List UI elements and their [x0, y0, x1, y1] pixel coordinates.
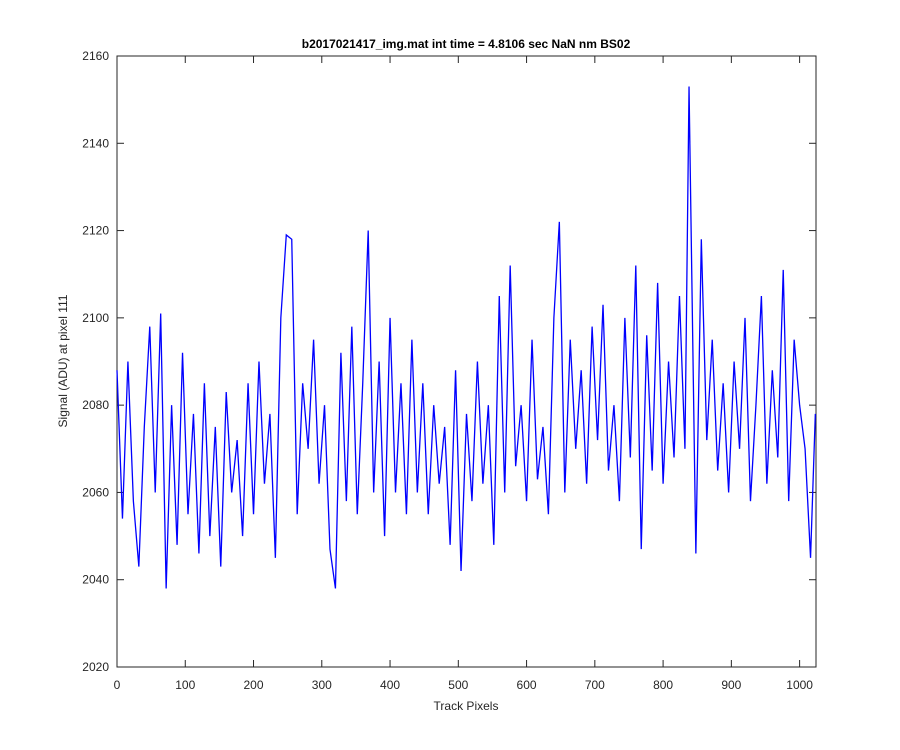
- y-tick-label: 2160: [82, 49, 109, 63]
- x-tick-label: 1000: [786, 678, 813, 692]
- x-tick-label: 400: [380, 678, 400, 692]
- x-tick-label: 0: [114, 678, 121, 692]
- x-tick-label: 500: [448, 678, 468, 692]
- x-tick-label: 700: [585, 678, 605, 692]
- x-tick-label: 200: [244, 678, 264, 692]
- y-tick-label: 2140: [82, 136, 109, 150]
- y-axis-label: Signal (ADU) at pixel 111: [56, 294, 70, 427]
- x-tick-label: 300: [312, 678, 332, 692]
- y-tick-label: 2020: [82, 660, 109, 674]
- x-axis-label: Track Pixels: [434, 699, 499, 713]
- x-tick-label: 100: [175, 678, 195, 692]
- y-tick-label: 2040: [82, 573, 109, 587]
- data-line: [116, 86, 816, 589]
- chart-title: b2017021417_img.mat int time = 4.8106 se…: [302, 37, 631, 51]
- y-tick-label: 2060: [82, 485, 109, 499]
- y-tick-label: 2100: [82, 311, 109, 325]
- y-tick-label: 2080: [82, 398, 109, 412]
- x-tick-label: 900: [721, 678, 741, 692]
- y-tick-label: 2120: [82, 224, 109, 238]
- x-tick-label: 600: [517, 678, 537, 692]
- x-tick-label: 800: [653, 678, 673, 692]
